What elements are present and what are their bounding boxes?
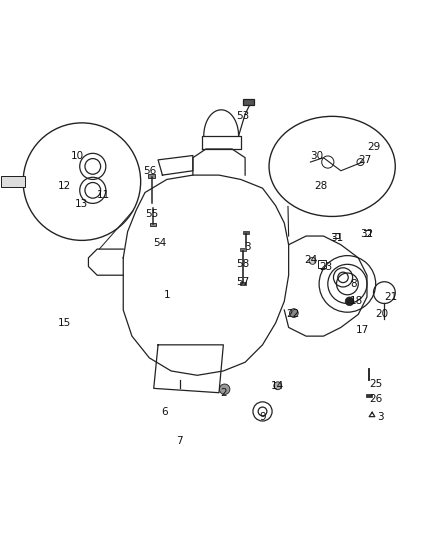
Text: 10: 10: [71, 150, 84, 160]
Text: 53: 53: [237, 111, 250, 122]
Text: 57: 57: [237, 277, 250, 287]
Text: 22: 22: [286, 309, 300, 319]
Text: 31: 31: [330, 233, 343, 243]
Text: 1: 1: [163, 290, 170, 300]
Text: 55: 55: [145, 209, 158, 219]
Text: 8: 8: [350, 279, 357, 289]
Bar: [366, 393, 372, 397]
Text: 9: 9: [259, 411, 266, 422]
Text: 3: 3: [377, 411, 383, 422]
Circle shape: [219, 384, 230, 394]
Text: 17: 17: [356, 325, 369, 335]
Bar: [243, 231, 249, 234]
Text: 14: 14: [271, 381, 284, 391]
Circle shape: [290, 309, 298, 318]
Text: 11: 11: [97, 190, 110, 200]
Text: 58: 58: [237, 260, 250, 269]
Text: 18: 18: [350, 296, 363, 306]
Text: 21: 21: [384, 292, 398, 302]
Bar: [150, 223, 156, 226]
Text: 12: 12: [58, 181, 71, 191]
Text: 23: 23: [319, 262, 332, 271]
Text: 24: 24: [304, 255, 317, 265]
Text: 13: 13: [75, 199, 88, 209]
Bar: [318, 261, 325, 268]
Text: 26: 26: [369, 394, 382, 404]
Text: 7: 7: [177, 435, 183, 446]
Bar: [1, 176, 25, 187]
Text: 6: 6: [161, 407, 168, 417]
Text: 28: 28: [314, 181, 328, 191]
Text: 32: 32: [360, 229, 374, 239]
Bar: [243, 99, 254, 106]
Text: 3: 3: [244, 242, 251, 252]
Bar: [148, 174, 155, 177]
Bar: [240, 282, 246, 285]
Text: 27: 27: [358, 155, 371, 165]
Text: 25: 25: [369, 379, 382, 389]
Text: 54: 54: [154, 238, 167, 247]
Bar: [240, 248, 246, 251]
Circle shape: [309, 257, 316, 264]
Text: 29: 29: [367, 142, 380, 152]
Text: 30: 30: [311, 150, 324, 160]
Circle shape: [345, 297, 354, 305]
Circle shape: [274, 382, 282, 390]
Text: 2: 2: [220, 387, 226, 398]
Text: 56: 56: [143, 166, 156, 176]
Text: 20: 20: [376, 309, 389, 319]
Text: 15: 15: [58, 318, 71, 328]
